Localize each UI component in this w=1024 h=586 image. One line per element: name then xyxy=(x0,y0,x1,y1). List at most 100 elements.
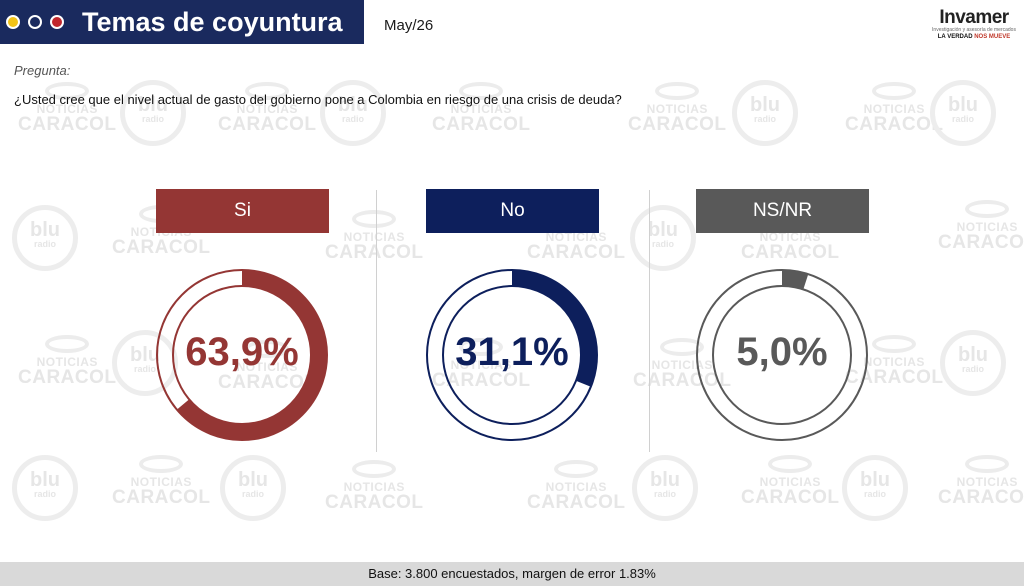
blu-text: blu xyxy=(238,469,268,491)
watermark-bottom-text: CARACOL xyxy=(938,487,1024,508)
category-label: Si xyxy=(156,189,329,233)
blu-radio-watermark: blu radio xyxy=(630,205,696,271)
header-dots xyxy=(6,15,64,29)
caracol-eye-icon xyxy=(872,335,917,353)
watermark-bottom-text: CARACOL xyxy=(325,492,424,513)
watermark-top-text: NOTICIAS xyxy=(343,480,405,494)
page-title: Temas de coyuntura xyxy=(82,7,343,37)
survey-date: May/26 xyxy=(384,17,434,34)
blue-dot-icon xyxy=(28,15,42,29)
radio-text: radio xyxy=(961,364,984,374)
donut-chart xyxy=(156,269,328,441)
caracol-eye-icon xyxy=(965,455,1010,473)
caracol-eye-icon xyxy=(965,200,1010,218)
blu-text: blu xyxy=(860,469,890,491)
column-divider xyxy=(649,190,650,452)
watermark-bottom-text: CARACOL xyxy=(112,237,211,258)
watermark-bottom-text: CARACOL xyxy=(741,242,840,263)
question-text: ¿Usted cree que el nivel actual de gasto… xyxy=(14,92,622,107)
blu-text: blu xyxy=(958,344,988,366)
caracol-eye-icon xyxy=(768,455,813,473)
blu-radio-watermark: blu radio xyxy=(12,205,78,271)
caracol-eye-icon xyxy=(872,82,917,100)
blu-radio-watermark: blu radio xyxy=(940,330,1006,396)
watermark-bottom-text: CARACOL xyxy=(527,242,626,263)
header-band: Temas de coyuntura xyxy=(0,0,364,44)
caracol-eye-icon xyxy=(45,335,90,353)
watermark-bottom-text: CARACOL xyxy=(325,242,424,263)
radio-text: radio xyxy=(33,489,56,499)
watermark-bottom-text: CARACOL xyxy=(527,492,626,513)
donut-value-arc xyxy=(781,270,809,290)
yellow-dot-icon xyxy=(6,15,20,29)
radio-text: radio xyxy=(33,239,56,249)
watermark-bottom-text: CARACOL xyxy=(938,232,1024,253)
radio-text: radio xyxy=(863,489,886,499)
watermark-top-text: NOTICIAS xyxy=(759,475,821,489)
blu-radio-watermark: blu radio xyxy=(632,455,698,521)
blu-radio-watermark: blu radio xyxy=(842,455,908,521)
caracol-eye-icon xyxy=(554,460,599,478)
watermark-top-text: NOTICIAS xyxy=(956,220,1018,234)
blu-radio-watermark: blu radio xyxy=(732,80,798,146)
radio-text: radio xyxy=(653,489,676,499)
blu-text: blu xyxy=(750,94,780,116)
radio-text: radio xyxy=(951,114,974,124)
watermark-bottom-text: CARACOL xyxy=(18,114,117,135)
watermark-bottom-text: CARACOL xyxy=(741,487,840,508)
watermark-bottom-text: CARACOL xyxy=(845,114,944,135)
watermark-top-text: NOTICIAS xyxy=(646,102,708,116)
blu-text: blu xyxy=(30,219,60,241)
donut-value-arc xyxy=(511,270,597,387)
watermark-top-text: NOTICIAS xyxy=(863,102,925,116)
blu-text: blu xyxy=(30,469,60,491)
watermark-top-text: NOTICIAS xyxy=(343,230,405,244)
category-label: NS/NR xyxy=(696,189,869,233)
watermark-bottom-text: CARACOL xyxy=(218,114,317,135)
watermark-top-text: NOTICIAS xyxy=(36,355,98,369)
blu-text: blu xyxy=(948,94,978,116)
watermark-top-text: NOTICIAS xyxy=(545,480,607,494)
category-label: No xyxy=(426,189,599,233)
blu-text: blu xyxy=(650,469,680,491)
blu-radio-watermark: blu radio xyxy=(320,80,386,146)
logo-tagline: LA VERDAD NOS MUEVE xyxy=(930,34,1018,41)
radio-text: radio xyxy=(341,114,364,124)
caracol-eye-icon xyxy=(352,210,397,228)
red-dot-icon xyxy=(50,15,64,29)
radio-text: radio xyxy=(141,114,164,124)
radio-text: radio xyxy=(241,489,264,499)
logo-name: Invamer xyxy=(939,7,1009,28)
blu-text: blu xyxy=(648,219,678,241)
donut-value-arc xyxy=(176,270,327,440)
radio-text: radio xyxy=(651,239,674,249)
watermark-top-text: NOTICIAS xyxy=(130,475,192,489)
footer-base: Base: 3.800 encuestados, margen de error… xyxy=(0,562,1024,586)
watermark-bottom-text: CARACOL xyxy=(432,114,531,135)
watermark-bottom-text: CARACOL xyxy=(18,367,117,388)
watermark-bottom-text: CARACOL xyxy=(628,114,727,135)
radio-text: radio xyxy=(753,114,776,124)
donut-chart xyxy=(696,269,868,441)
logo-subtitle: Investigación y asesoría de mercados xyxy=(932,27,1016,33)
caracol-eye-icon xyxy=(655,82,700,100)
column-divider xyxy=(376,190,377,452)
logo-tag-b: NOS MUEVE xyxy=(974,33,1011,40)
logo-tag-a: LA VERDAD xyxy=(937,33,973,40)
question-label: Pregunta: xyxy=(14,63,71,78)
blu-radio-watermark: blu radio xyxy=(220,455,286,521)
percentage-label: 63,9% xyxy=(185,330,299,374)
blu-radio-watermark: blu radio xyxy=(930,80,996,146)
invamer-logo: Invamer Investigación y asesoría de merc… xyxy=(930,8,1018,41)
